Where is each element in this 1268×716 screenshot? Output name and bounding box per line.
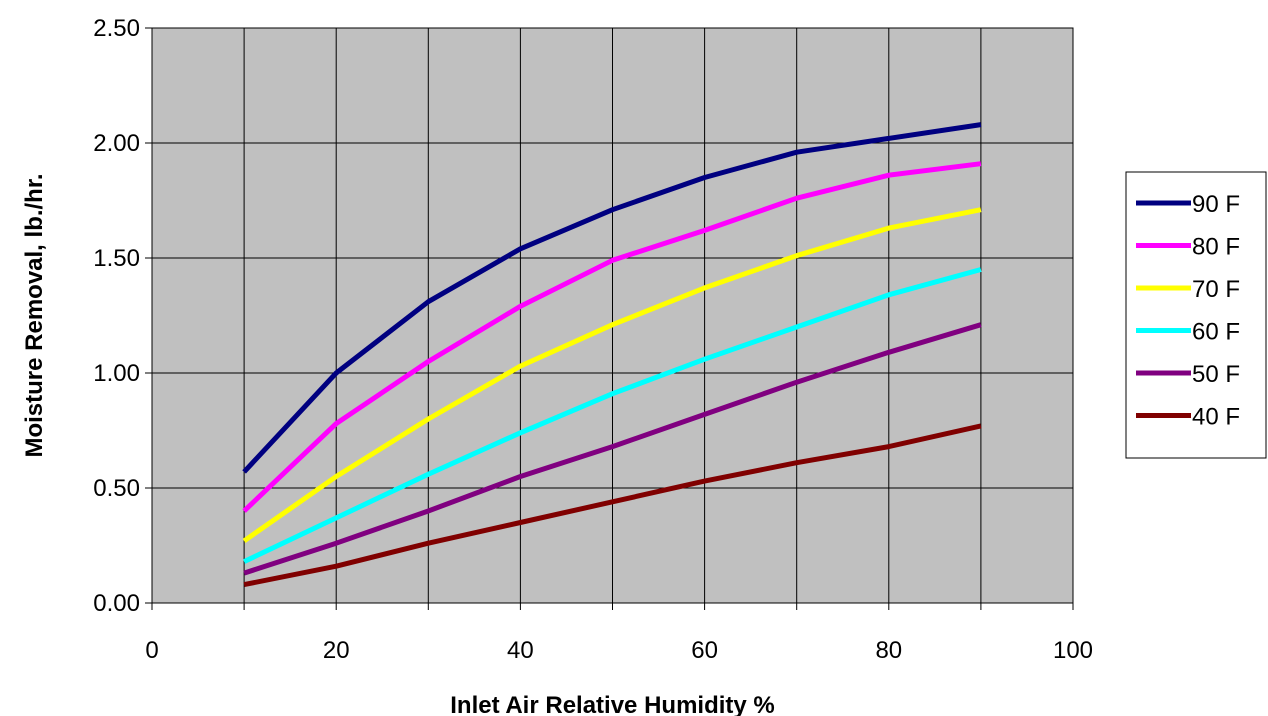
y-tick-label: 2.00 <box>93 130 140 157</box>
series-line-90-f <box>242 122 982 474</box>
legend-label-40-f: 40 F <box>1192 404 1240 431</box>
y-axis-title: Moisture Removal, lb./hr. <box>21 173 48 457</box>
series-line-60-f <box>243 267 982 564</box>
x-tick-label: 20 <box>323 637 350 664</box>
x-tick-label: 40 <box>507 637 534 664</box>
legend-label-60-f: 60 F <box>1192 319 1240 346</box>
legend-label-70-f: 70 F <box>1192 276 1240 303</box>
x-tick-label: 80 <box>875 637 902 664</box>
legend-label-90-f: 90 F <box>1192 191 1240 218</box>
y-tick-label: 0.00 <box>93 590 140 617</box>
series-line-70-f <box>242 207 982 543</box>
legend-box <box>1125 171 1267 459</box>
y-tick-label: 0.50 <box>93 475 140 502</box>
legend: 90 F 80 F 70 F 60 F 50 F 40 F <box>1125 171 1267 459</box>
x-axis-ticks: 0 20 40 60 80 100 <box>145 603 1093 664</box>
y-axis-ticks: 0.00 0.50 1.00 1.50 2.00 2.50 <box>93 15 152 617</box>
series-lines <box>242 122 982 588</box>
y-tick-label: 1.00 <box>93 360 140 387</box>
x-axis-title: Inlet Air Relative Humidity % <box>450 692 775 716</box>
x-tick-label: 100 <box>1053 637 1093 664</box>
y-tick-label: 1.50 <box>93 245 140 272</box>
gridlines <box>152 28 1073 603</box>
x-tick-label: 0 <box>145 637 158 664</box>
series-line-80-f <box>242 161 982 513</box>
legend-label-80-f: 80 F <box>1192 234 1240 261</box>
y-tick-label: 2.50 <box>93 15 140 42</box>
series-line-50-f <box>243 322 982 576</box>
legend-label-50-f: 50 F <box>1192 361 1240 388</box>
series-line-40-f <box>243 423 982 588</box>
x-tick-label: 60 <box>691 637 718 664</box>
